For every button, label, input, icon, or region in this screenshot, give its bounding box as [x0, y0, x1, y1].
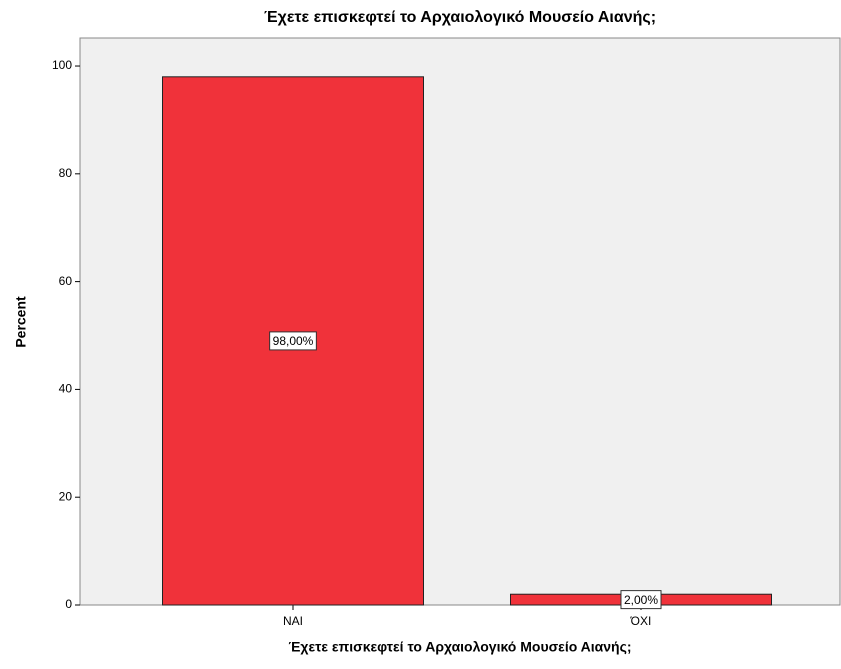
y-axis-title: Percent	[13, 296, 29, 348]
y-tick-label: 20	[59, 489, 73, 503]
y-tick-label: 40	[59, 382, 73, 396]
value-label: 98,00%	[273, 334, 314, 348]
y-tick-label: 0	[65, 597, 72, 611]
value-label-box	[620, 590, 662, 610]
value-label: 2,00%	[624, 593, 658, 607]
y-tick-label: 60	[59, 274, 73, 288]
x-tick-label: ΝΑΙ	[283, 614, 303, 628]
y-tick-label: 100	[52, 58, 72, 72]
y-tick-label: 80	[59, 166, 73, 180]
value-label-box	[269, 331, 317, 351]
x-axis-title: Έχετε επισκεφτεί το Αρχαιολογικό Μουσείο…	[288, 639, 631, 655]
x-tick-label: ΌΧΙ	[630, 614, 652, 628]
chart-title: Έχετε επισκεφτεί το Αρχαιολογικό Μουσείο…	[264, 9, 656, 26]
